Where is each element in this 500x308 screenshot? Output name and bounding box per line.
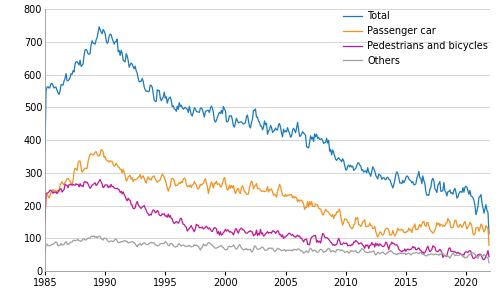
Others	[49, 243, 55, 246]
Pedestrians and bicycles	[186, 228, 192, 231]
Others	[186, 244, 192, 248]
Legend: Total, Passenger car, Pedestrians and bicycles, Others: Total, Passenger car, Pedestrians and bi…	[343, 11, 488, 66]
Line: Others: Others	[45, 236, 489, 263]
Pedestrians and bicycles	[49, 190, 55, 194]
Pedestrians and bicycles	[202, 225, 208, 229]
Pedestrians and bicycles	[97, 178, 103, 181]
Line: Passenger car: Passenger car	[45, 149, 489, 245]
Pedestrians and bicycles	[42, 217, 48, 221]
Total	[486, 232, 492, 236]
Total	[186, 111, 192, 114]
Line: Pedestrians and bicycles: Pedestrians and bicycles	[45, 180, 489, 260]
Pedestrians and bicycles	[486, 255, 492, 258]
Others	[42, 251, 48, 255]
Passenger car	[42, 220, 48, 224]
Total	[198, 106, 204, 110]
Others	[192, 243, 198, 246]
Total	[42, 150, 48, 154]
Total	[202, 110, 208, 114]
Passenger car	[292, 195, 298, 199]
Passenger car	[49, 189, 55, 193]
Passenger car	[186, 184, 192, 188]
Total	[192, 106, 198, 110]
Passenger car	[486, 244, 492, 247]
Passenger car	[192, 180, 198, 184]
Total	[49, 82, 55, 85]
Others	[202, 243, 208, 247]
Line: Total: Total	[45, 27, 489, 234]
Passenger car	[98, 148, 104, 151]
Pedestrians and bicycles	[198, 226, 204, 230]
Others	[91, 234, 97, 238]
Others	[198, 246, 204, 250]
Pedestrians and bicycles	[192, 230, 198, 233]
Pedestrians and bicycles	[481, 258, 487, 261]
Total	[96, 25, 102, 29]
Others	[292, 248, 298, 252]
Total	[292, 131, 298, 135]
Others	[486, 261, 492, 265]
Passenger car	[198, 183, 204, 187]
Passenger car	[202, 177, 208, 180]
Pedestrians and bicycles	[292, 236, 298, 239]
